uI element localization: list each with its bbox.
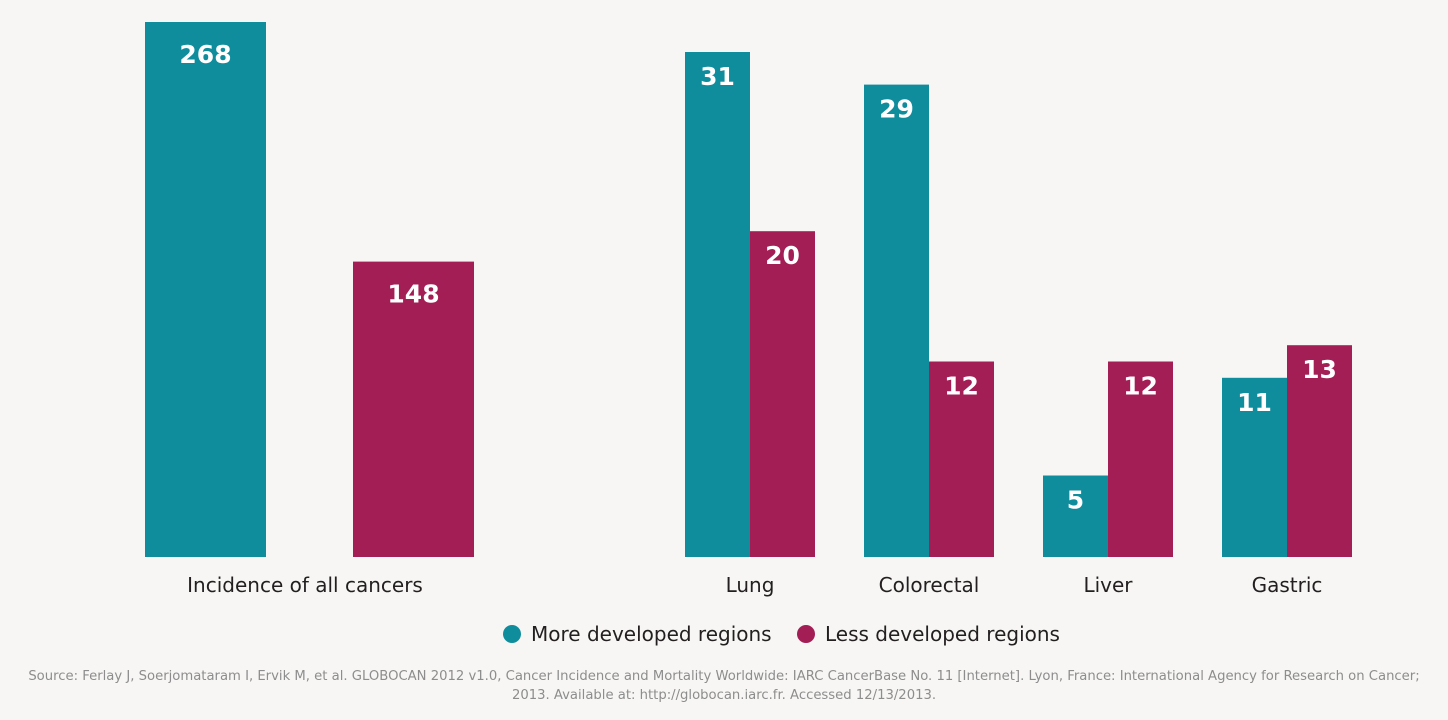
- bar-value-label: 13: [1302, 355, 1337, 384]
- bar-value-label: 148: [387, 280, 439, 309]
- bar-value-label: 31: [700, 62, 735, 91]
- legend: More developed regions Less developed reg…: [503, 622, 1060, 646]
- bar-more-developed-4: [1222, 377, 1287, 557]
- legend-label-less-developed: Less developed regions: [825, 622, 1060, 646]
- category-label: Gastric: [1252, 573, 1323, 597]
- category-label: Colorectal: [879, 573, 980, 597]
- bar-more-developed-1: [685, 52, 750, 557]
- bars-layer: [145, 22, 1352, 557]
- data-labels-layer: 268 148 31 20 29 12 5 12 11 13: [179, 40, 1336, 515]
- bar-value-label: 5: [1067, 486, 1084, 515]
- bar-value-label: 20: [765, 241, 800, 270]
- bar-less-developed-2: [929, 361, 994, 557]
- source-citation: Source: Ferlay J, Soerjomataram I, Ervik…: [28, 669, 1420, 703]
- bar-value-label: 29: [879, 95, 914, 124]
- category-labels-layer: Incidence of all cancers Lung Colorectal Li…: [187, 573, 1322, 597]
- bar-value-label: 12: [1123, 372, 1158, 401]
- bar-value-label: 11: [1237, 388, 1272, 417]
- bar-less-developed-4: [1287, 345, 1352, 557]
- bar-value-label: 268: [179, 40, 231, 69]
- bar-value-label: 12: [944, 372, 979, 401]
- legend-marker-less-developed: [797, 625, 815, 643]
- legend-label-more-developed: More developed regions: [531, 622, 772, 646]
- category-label: Lung: [726, 573, 775, 597]
- category-label: Liver: [1083, 573, 1133, 597]
- bar-more-developed-2: [864, 84, 929, 557]
- bar-less-developed-1: [750, 231, 815, 557]
- bar-less-developed-0: [353, 261, 474, 557]
- legend-marker-more-developed: [503, 625, 521, 643]
- bar-more-developed-3: [1043, 475, 1108, 557]
- bar-more-developed-0: [145, 22, 266, 557]
- bar-less-developed-3: [1108, 361, 1173, 557]
- category-label: Incidence of all cancers: [187, 573, 423, 597]
